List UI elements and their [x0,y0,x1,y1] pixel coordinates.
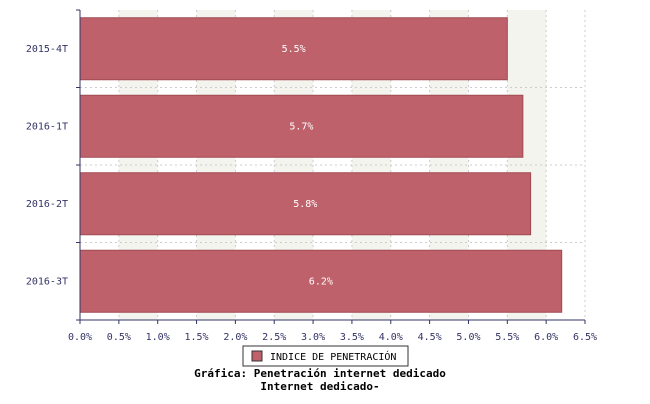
bar [79,172,532,236]
x-tick-label: 2.0% [223,332,247,343]
bar [79,249,563,313]
value-label: 5.7% [289,121,313,132]
y-tick-label: 2016-1T [26,121,68,132]
y-tick-label: 2015-4T [26,44,68,55]
bar [79,94,524,158]
x-tick-label: 1.5% [184,332,208,343]
value-label: 6.2% [309,276,333,287]
x-tick-label: 5.0% [456,332,480,343]
x-tick-label: 2.5% [262,332,286,343]
x-tick-label: 0.5% [107,332,131,343]
y-tick-label: 2016-3T [26,276,68,287]
x-tick-label: 4.0% [379,332,403,343]
x-tick-label: 6.5% [573,332,597,343]
x-tick-label: 4.5% [418,332,442,343]
y-tick-label: 2016-2T [26,199,68,210]
value-label: 5.5% [282,44,306,55]
x-tick-label: 3.5% [340,332,364,343]
x-tick-label: 5.5% [495,332,519,343]
x-tick-label: 3.0% [301,332,325,343]
legend-label: INDICE DE PENETRACIÓN [270,350,396,363]
legend-swatch [251,350,263,362]
chart-subtitle: Internet dedicado- [260,380,379,393]
chart-title: Gráfica: Penetración internet dedicado [194,367,446,380]
legend-box [242,345,409,367]
x-tick-label: 1.0% [146,332,170,343]
x-tick-label: 6.0% [534,332,558,343]
value-label: 5.8% [293,199,317,210]
x-tick-label: 0.0% [68,332,92,343]
